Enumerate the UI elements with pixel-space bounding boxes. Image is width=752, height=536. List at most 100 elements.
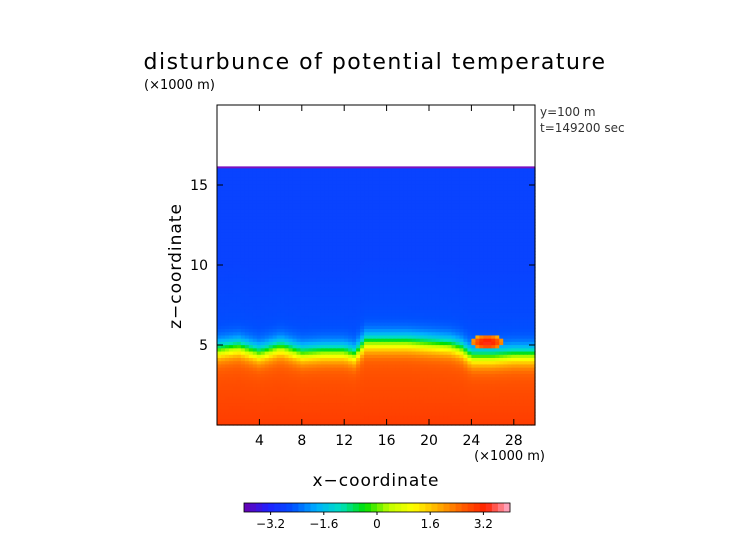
heatmap-cell: [451, 363, 457, 368]
heatmap-cell: [467, 357, 473, 362]
heatmap-cell: [272, 289, 278, 294]
heatmap-cell: [224, 251, 230, 255]
heatmap-cell: [256, 347, 262, 352]
heatmap-cell: [403, 238, 409, 243]
heatmap-cell: [451, 238, 457, 243]
heatmap-cell: [395, 421, 401, 426]
heatmap-cell: [439, 392, 445, 397]
heatmap-cell: [431, 280, 437, 284]
heatmap-cell: [280, 418, 286, 423]
heatmap-cell: [312, 247, 317, 252]
heatmap-cell: [403, 283, 409, 288]
heatmap-cell: [427, 315, 433, 320]
heatmap-cell: [217, 280, 222, 284]
heatmap-cell: [364, 373, 369, 378]
heatmap-cell: [220, 283, 226, 288]
heatmap-cell: [419, 280, 425, 284]
heatmap-cell: [292, 235, 298, 239]
heatmap-cell: [467, 225, 473, 230]
heatmap-cell: [507, 321, 512, 326]
heatmap-cell: [395, 341, 401, 346]
heatmap-cell: [300, 286, 306, 291]
heatmap-cell: [515, 238, 520, 243]
heatmap-cell: [471, 405, 476, 410]
heatmap-cell: [415, 357, 421, 362]
heatmap-cell: [228, 276, 234, 281]
heatmap-cell: [356, 267, 361, 272]
heatmap-cell: [280, 386, 286, 391]
heatmap-cell: [348, 412, 353, 416]
heatmap-cell: [300, 273, 306, 278]
heatmap-cell: [340, 383, 345, 387]
heatmap-cell: [284, 238, 290, 243]
heatmap-cell: [328, 289, 333, 294]
heatmap-cell: [475, 325, 480, 329]
heatmap-cell: [292, 357, 298, 362]
heatmap-cell: [463, 235, 469, 239]
heatmap-cell: [252, 376, 258, 381]
heatmap-cell: [479, 363, 484, 368]
heatmap-cell: [515, 302, 520, 307]
heatmap-cell: [344, 344, 349, 349]
heatmap-cell: [395, 383, 401, 387]
heatmap-cell: [391, 244, 397, 249]
heatmap-cell: [403, 280, 409, 284]
heatmap-cell: [328, 386, 333, 391]
heatmap-cell: [292, 247, 298, 252]
heatmap-cell: [316, 370, 321, 375]
heatmap-cell: [467, 363, 473, 368]
heatmap-cell: [523, 357, 528, 362]
heatmap-cell: [320, 238, 325, 243]
heatmap-cell: [483, 376, 488, 381]
heatmap-cell: [503, 376, 508, 381]
heatmap-cell: [491, 415, 496, 420]
heatmap-cell: [391, 267, 397, 272]
heatmap-cell: [232, 267, 238, 272]
heatmap-cell: [280, 241, 286, 246]
heatmap-cell: [483, 421, 488, 426]
heatmap-cell: [423, 408, 429, 413]
heatmap-cell: [503, 302, 508, 307]
heatmap-cell: [515, 321, 520, 326]
heatmap-cell: [308, 235, 313, 239]
heatmap-cell: [499, 399, 504, 404]
heatmap-cell: [284, 396, 290, 400]
heatmap-cell: [232, 399, 238, 404]
heatmap-cell: [356, 367, 361, 371]
heatmap-cell: [312, 334, 317, 339]
heatmap-cell: [531, 331, 536, 336]
heatmap-cell: [475, 357, 480, 362]
heatmap-cell: [240, 396, 246, 400]
heatmap-cell: [256, 379, 262, 384]
heatmap-cell: [499, 341, 504, 346]
heatmap-cell: [264, 376, 270, 381]
heatmap-cell: [248, 309, 254, 313]
heatmap-cell: [276, 328, 282, 333]
heatmap-cell: [280, 379, 286, 384]
heatmap-cell: [240, 276, 246, 281]
heatmap-cell: [260, 235, 266, 239]
heatmap-cell: [336, 331, 341, 336]
heatmap-cell: [407, 392, 413, 397]
heatmap-cell: [387, 341, 393, 346]
heatmap-cell: [280, 402, 286, 407]
heatmap-cell: [260, 392, 266, 397]
heatmap-cell: [387, 235, 393, 239]
heatmap-cell: [387, 408, 393, 413]
heatmap-cell: [471, 373, 476, 378]
heatmap-cell: [499, 396, 504, 400]
heatmap-cell: [324, 264, 329, 268]
heatmap-cell: [451, 328, 457, 333]
heatmap-cell: [423, 415, 429, 420]
heatmap-cell: [407, 379, 413, 384]
heatmap-cell: [352, 421, 357, 426]
heatmap-cell: [256, 276, 262, 281]
heatmap-cell: [356, 412, 361, 416]
heatmap-cell: [240, 289, 246, 294]
heatmap-cell: [519, 318, 524, 323]
heatmap-cell: [244, 231, 250, 236]
heatmap-cell: [379, 305, 385, 310]
heatmap-cell: [467, 260, 473, 265]
heatmap-cell: [312, 228, 317, 233]
heatmap-cell: [407, 370, 413, 375]
